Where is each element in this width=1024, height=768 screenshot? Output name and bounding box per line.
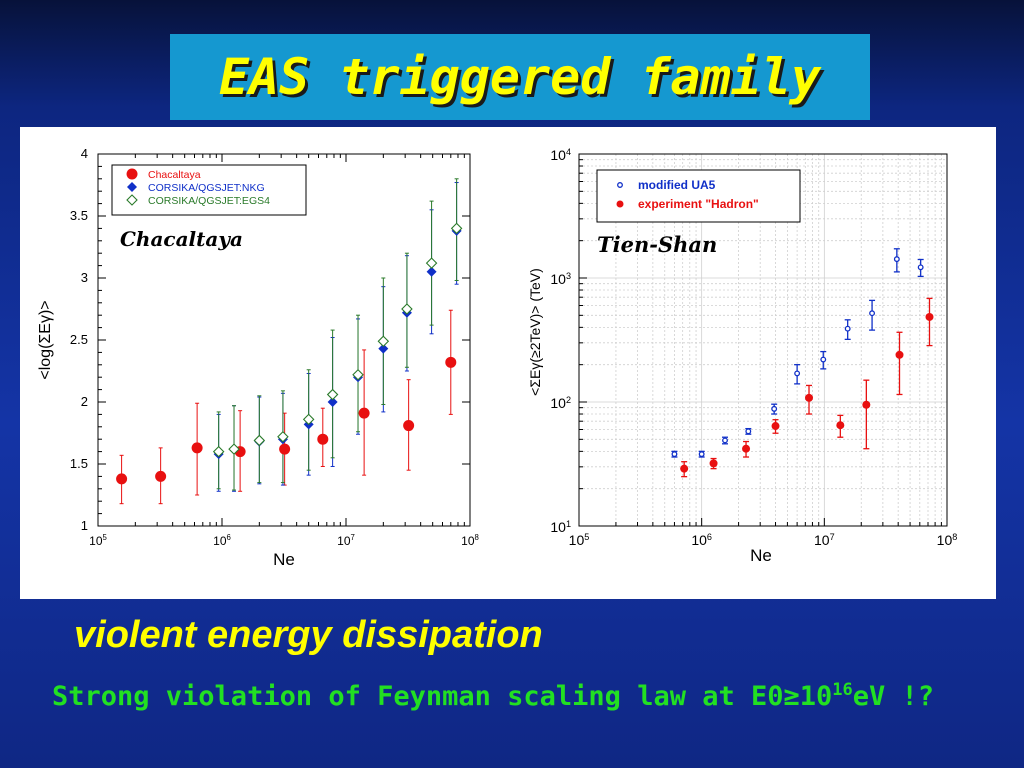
left-data-point [401,303,413,315]
left-data-point [352,368,364,381]
left-data-point [279,443,291,455]
caption-violent-energy: violent energy dissipation [74,614,543,656]
right-data-point [893,256,900,263]
right-data-point [709,459,718,468]
right-y-axis-label: <ΣEγ(≥2TeV)> (TeV) [527,268,543,396]
left-legend-label: CORSIKA/QGSJET:NKG [148,182,265,194]
right-data-point [895,350,904,359]
feynman-statement: Strong violation of Feynman scaling law … [52,680,934,712]
left-legend-box [111,164,307,216]
right-data-point [771,405,778,412]
right-data-point [805,393,814,402]
right-y-tick-label: 102 [550,395,571,411]
left-data-point [358,407,370,419]
right-y-tick-label: 104 [550,147,571,163]
right-legend-marker [617,182,623,188]
left-legend-marker [127,182,137,192]
right-plot-frame [578,153,948,527]
left-y-tick-label: 3 [81,270,88,285]
left-data-point [191,442,203,454]
left-x-tick-label: 108 [461,533,479,548]
left-data-point [327,397,338,407]
right-legend-label: modified UA5 [638,178,716,192]
left-legend-label: CORSIKA/QGSJET:EGS4 [148,195,270,207]
right-data-point [869,310,876,317]
left-data-point [378,343,389,354]
right-y-tick-label: 101 [550,519,571,535]
right-chart-annotation: Tien-Shan [597,232,717,257]
left-x-tick-label: 105 [89,533,107,548]
statement-suffix: eV !? [852,681,935,712]
left-series-0 [119,309,453,505]
left-x-axis-label: Ne [273,550,295,569]
right-legend-box [596,169,801,223]
left-data-point [425,257,438,269]
left-y-tick-label: 1.5 [70,456,88,471]
left-series-2 [216,178,459,491]
right-data-point [671,451,678,458]
left-data-point [426,266,437,277]
left-data-point [377,335,390,348]
left-data-point [155,470,167,482]
right-data-point [925,312,934,321]
charts-figure: 105 106 107 108 1 1.5 2 2.5 3 3.5 4 Ne <log(ΣEγ)> Cha… [37,146,958,569]
left-data-point [253,434,266,447]
right-data-point [917,264,924,271]
right-data-point [844,325,851,332]
slide-title: EAS triggered family [218,48,822,106]
left-y-tick-label: 3.5 [70,208,88,223]
right-legend-label: experiment "Hadron" [638,197,759,211]
right-legend-marker [616,200,624,208]
chart-panel: 105 106 107 108 1 1.5 2 2.5 3 3.5 4 Ne <log(ΣEγ)> Cha… [20,127,996,599]
left-chart-annotation: Chacaltaya [120,227,243,251]
right-x-tick-label: 107 [814,532,835,548]
left-data-point [450,222,463,235]
right-data-point [680,464,689,473]
statement-exponent: 16 [832,680,853,700]
left-series-1 [216,182,459,492]
left-data-point [326,388,339,401]
right-x-tick-label: 108 [937,532,958,548]
left-data-point [116,473,128,485]
left-data-point [277,430,289,443]
right-data-point [745,428,752,435]
right-data-point [862,400,871,409]
left-legend-marker [126,168,138,180]
right-y-tick-label: 103 [550,271,571,287]
left-y-tick-label: 2.5 [70,332,88,347]
left-y-tick-label: 4 [81,146,88,161]
left-data-point [403,420,415,432]
right-x-axis-label: Ne [750,546,772,565]
left-data-point [302,413,315,426]
right-data-point [836,421,845,430]
right-x-tick-label: 106 [691,532,712,548]
title-banner: EAS triggered family [170,34,870,120]
right-data-point [742,444,751,453]
left-data-point [317,433,329,445]
left-y-tick-label: 1 [81,518,88,533]
right-series-0 [671,248,924,458]
statement-prefix: Strong violation of Feynman scaling law … [52,681,833,712]
right-data-point [820,356,827,363]
left-x-tick-label: 107 [337,533,355,548]
left-y-axis-label: <log(ΣEγ)> [37,300,54,379]
right-data-point [771,422,780,431]
right-series-1 [681,297,933,478]
left-y-tick-label: 2 [81,394,88,409]
left-data-point [228,443,240,455]
right-data-point [794,370,801,377]
right-data-point [698,451,705,458]
left-data-point [212,445,225,458]
left-data-point [445,356,457,368]
left-legend-marker [126,194,138,206]
left-legend-label: Chacaltaya [148,169,201,181]
right-data-point [722,437,728,444]
right-x-tick-label: 105 [569,532,590,548]
left-x-tick-label: 106 [213,533,231,548]
